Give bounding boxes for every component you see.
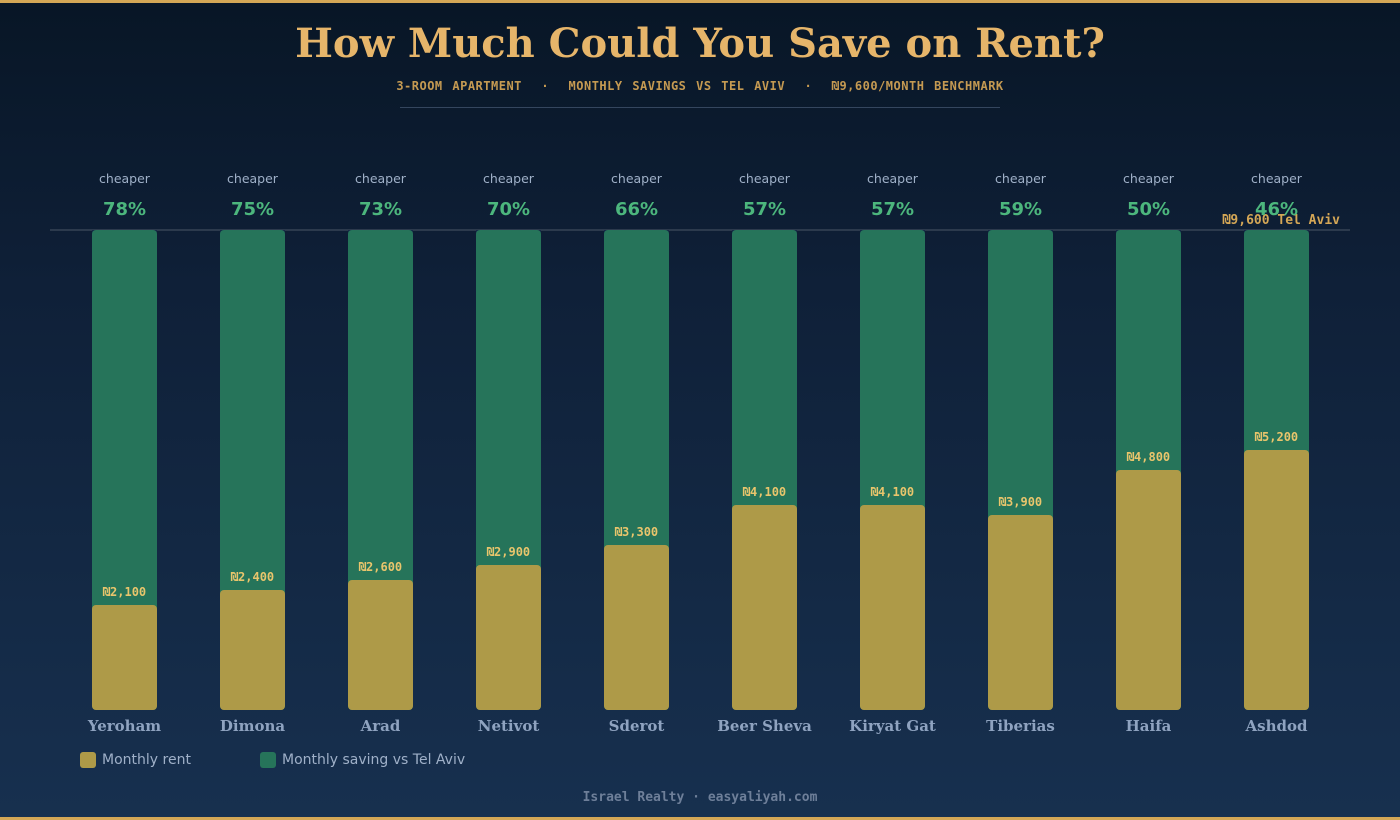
cheaper-label: cheaper: [611, 171, 663, 186]
percent-cheaper-label: 46%: [1255, 199, 1298, 220]
rent-bar: [220, 590, 285, 710]
x-tick-label: Netivot: [478, 717, 540, 735]
cheaper-label: cheaper: [739, 171, 791, 186]
rent-bar: [92, 605, 157, 710]
rent-value-label: ₪2,400: [231, 570, 274, 584]
x-tick-label: Dimona: [220, 717, 285, 735]
rent-bar: [1244, 450, 1309, 710]
footer-credit: Israel Realty · easyaliyah.com: [582, 790, 818, 805]
cheaper-label: cheaper: [99, 171, 151, 186]
chart-title: How Much Could You Save on Rent?: [295, 20, 1105, 67]
cheaper-label: cheaper: [995, 171, 1047, 186]
rent-value-label: ₪2,100: [103, 585, 146, 599]
rent-bar: [732, 505, 797, 710]
legend-item-saving: Monthly saving vs Tel Aviv: [260, 752, 465, 768]
rent-bar: [348, 580, 413, 710]
cheaper-label: cheaper: [1251, 171, 1303, 186]
x-tick-label: Yeroham: [87, 717, 161, 735]
cheaper-label: cheaper: [227, 171, 279, 186]
x-tick-label: Haifa: [1126, 717, 1172, 735]
rent-bar: [604, 545, 669, 710]
chart-subtitle: 3-ROOM APARTMENT · MONTHLY SAVINGS VS TE…: [396, 79, 1004, 93]
legend-swatch-rent: [80, 752, 96, 768]
rent-value-label: ₪2,900: [487, 545, 530, 559]
x-tick-label: Beer Sheva: [717, 717, 812, 735]
x-tick-label: Ashdod: [1245, 717, 1308, 735]
rent-value-label: ₪3,900: [999, 495, 1042, 509]
title-divider: [400, 107, 1000, 108]
legend-swatch-saving: [260, 752, 276, 768]
percent-cheaper-label: 73%: [359, 199, 402, 220]
cheaper-label: cheaper: [355, 171, 407, 186]
x-tick-label: Tiberias: [986, 717, 1055, 735]
x-tick-label: Arad: [360, 717, 401, 735]
rent-value-label: ₪3,300: [615, 525, 658, 539]
legend-item-rent: Monthly rent: [80, 752, 260, 768]
percent-cheaper-label: 78%: [103, 199, 146, 220]
cheaper-label: cheaper: [1123, 171, 1175, 186]
saving-bar: [92, 230, 157, 710]
percent-cheaper-label: 70%: [487, 199, 530, 220]
percent-cheaper-label: 50%: [1127, 199, 1170, 220]
rent-value-label: ₪4,100: [871, 485, 914, 499]
rent-bar: [1116, 470, 1181, 710]
rent-bar: [988, 515, 1053, 710]
cheaper-label: cheaper: [483, 171, 535, 186]
bottom-border: [0, 817, 1400, 820]
rent-value-label: ₪4,100: [743, 485, 786, 499]
percent-cheaper-label: 57%: [743, 199, 786, 220]
percent-cheaper-label: 57%: [871, 199, 914, 220]
top-border: [0, 0, 1400, 3]
x-tick-label: Kiryat Gat: [849, 717, 936, 735]
benchmark-label: ₪9,600 Tel Aviv: [1223, 213, 1341, 228]
x-tick-label: Sderot: [609, 717, 665, 735]
percent-cheaper-label: 66%: [615, 199, 658, 220]
legend-label-saving: Monthly saving vs Tel Aviv: [282, 752, 466, 768]
rent-value-label: ₪5,200: [1255, 430, 1298, 444]
cheaper-label: cheaper: [867, 171, 919, 186]
rent-bar: [476, 565, 541, 710]
percent-cheaper-label: 75%: [231, 199, 274, 220]
rent-bar: [860, 505, 925, 710]
rent-value-label: ₪2,600: [359, 560, 402, 574]
rent-value-label: ₪4,800: [1127, 450, 1170, 464]
legend: Monthly rent Monthly saving vs Tel Aviv: [80, 752, 465, 768]
percent-cheaper-label: 59%: [999, 199, 1042, 220]
legend-label-rent: Monthly rent: [102, 752, 191, 768]
